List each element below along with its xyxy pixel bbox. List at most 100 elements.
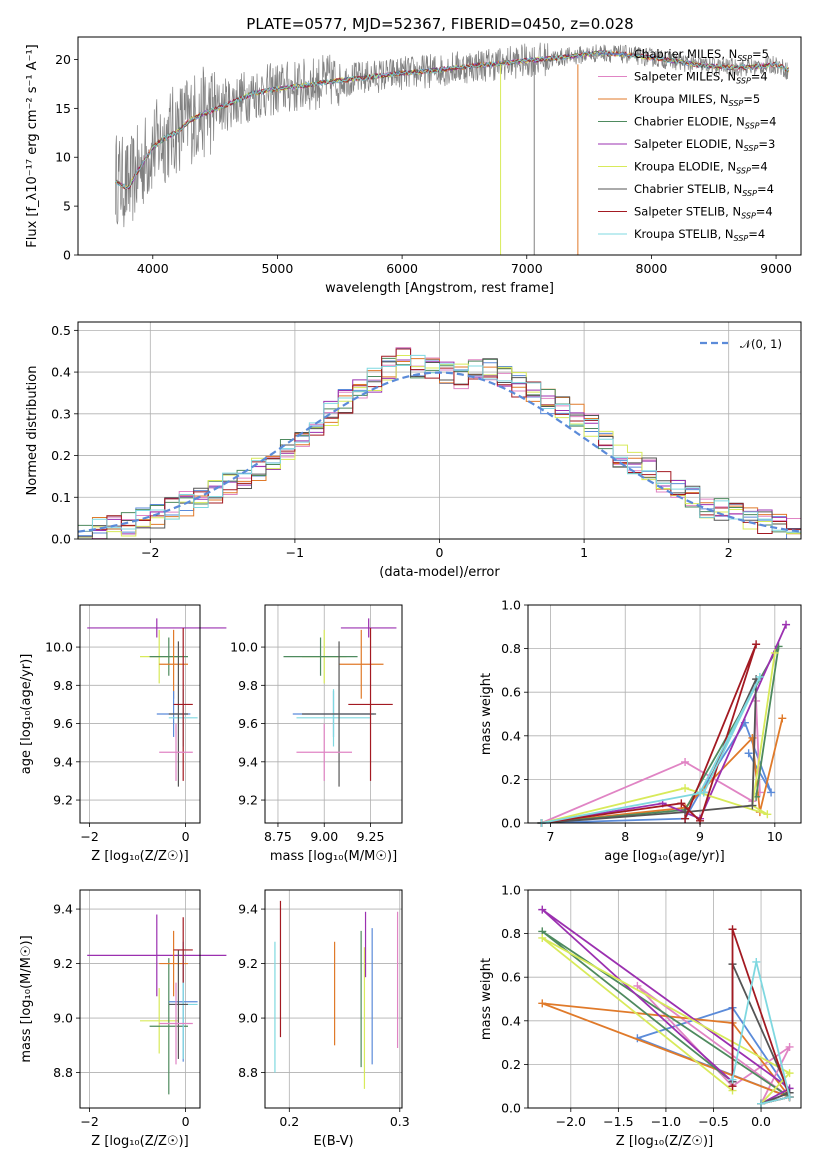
plot-frame bbox=[79, 889, 201, 1109]
y-tick-label: 1.0 bbox=[501, 883, 521, 898]
y-tick-label: 10.0 bbox=[45, 640, 73, 655]
weight-line bbox=[541, 676, 761, 824]
x-tick-label: 9 bbox=[696, 829, 704, 844]
x-tick-label: 7 bbox=[546, 829, 554, 844]
x-axis-label: (data-model)/error bbox=[379, 565, 500, 580]
plus-marker bbox=[785, 1069, 794, 1078]
y-tick-label: 9.4 bbox=[53, 902, 73, 917]
mass-weight-vs-age-panel: 7 8 9 10 0.0 0.2 0.4 0.6 0.8 1.0 age [log₁₀(age/yr… bbox=[479, 598, 802, 864]
x-tick-label: −0.5 bbox=[698, 1114, 728, 1129]
plus-marker bbox=[778, 714, 787, 723]
histogram-panel: −2 −1 0 1 2 0.0 0.1 0.2 0.3 0.4 0.5 (data-model)/er… bbox=[25, 321, 802, 580]
x-tick-label: −1.0 bbox=[651, 1114, 681, 1129]
x-tick-label: −2 bbox=[141, 545, 159, 560]
plus-marker bbox=[748, 801, 757, 810]
y-tick-label: 0.6 bbox=[501, 970, 521, 985]
x-axis-label: Z [log₁₀(Z/Z☉)] bbox=[91, 1134, 188, 1149]
y-tick-label: 5 bbox=[63, 199, 71, 214]
y-axis-label: mass [log₁₀(M/M☉)] bbox=[19, 935, 34, 1062]
spectrum-data-trace bbox=[115, 42, 789, 228]
plus-marker bbox=[744, 749, 753, 758]
legend-label: Salpeter STELIB, NSSP=4 bbox=[634, 205, 773, 221]
y-tick-label: 9.2 bbox=[53, 956, 73, 971]
mass-vs-z-panel: −2 0 8.8 9.0 9.2 9.4 Z [log₁₀(Z/Z☉)] mass [log₁… bbox=[19, 889, 227, 1149]
x-tick-label: −2 bbox=[80, 1114, 98, 1129]
plus-marker bbox=[785, 1093, 794, 1102]
x-tick-label: 10 bbox=[767, 829, 783, 844]
mass-weight-vs-z-panel: −2.0 −1.5 −1.0 −0.5 0.0 0.0 0.2 0.4 0.6 0.8 1.0 Z [… bbox=[479, 883, 802, 1149]
x-tick-label: 4000 bbox=[137, 261, 169, 276]
plus-marker bbox=[728, 1075, 737, 1084]
y-tick-label: 0.2 bbox=[501, 772, 521, 787]
y-tick-label: 0.8 bbox=[501, 641, 521, 656]
figure-title: PLATE=0577, MJD=52367, FIBERID=0450, z=0… bbox=[246, 15, 633, 33]
y-axis-label: mass weight bbox=[479, 673, 494, 755]
normal-curve bbox=[78, 371, 801, 533]
y-tick-label: 0.4 bbox=[501, 728, 521, 743]
plot-frame bbox=[264, 604, 403, 824]
plus-marker bbox=[755, 672, 764, 681]
plus-marker bbox=[538, 999, 547, 1008]
histogram-plot bbox=[78, 347, 801, 539]
x-tick-label: 0 bbox=[182, 1114, 190, 1129]
x-axis-label: Z [log₁₀(Z/Z☉)] bbox=[91, 849, 188, 864]
age-vs-z-panel: −2 0 9.2 9.4 9.6 9.8 10.0 Z [log₁₀(Z/Z☉)] age [l… bbox=[19, 604, 227, 864]
legend-label: Kroupa ELODIE, NSSP=4 bbox=[634, 160, 768, 176]
plus-marker bbox=[770, 648, 779, 657]
plus-marker bbox=[538, 905, 547, 914]
y-tick-label: 10 bbox=[55, 150, 71, 165]
y-tick-label: 20 bbox=[55, 52, 71, 67]
spectrum-legend: Chabrier MILES, NSSP=5 Salpeter MILES, NS… bbox=[598, 47, 776, 243]
y-tick-label: 0.3 bbox=[51, 406, 71, 421]
plus-marker bbox=[681, 814, 690, 823]
legend-label: Salpeter MILES, NSSP=4 bbox=[634, 70, 768, 86]
y-tick-label: 9.2 bbox=[238, 956, 258, 971]
plus-marker bbox=[728, 925, 737, 934]
spectrum-model-line bbox=[115, 49, 789, 190]
x-axis-label: mass [log₁₀(M/M☉)] bbox=[270, 849, 397, 864]
x-tick-label: −2 bbox=[80, 829, 98, 844]
weight-line bbox=[541, 908, 792, 1105]
x-tick-label: 0.2 bbox=[279, 1114, 299, 1129]
mass-vs-ebv-panel: 0.2 0.3 8.8 9.0 9.2 9.4 E(B-V) bbox=[238, 889, 410, 1149]
y-tick-label: 9.8 bbox=[238, 678, 258, 693]
weight-line bbox=[541, 652, 776, 824]
plus-marker bbox=[752, 640, 761, 649]
weight-line bbox=[541, 624, 787, 824]
x-axis-label: Z [log₁₀(Z/Z☉)] bbox=[616, 1134, 713, 1149]
plus-marker bbox=[763, 810, 772, 819]
plot-frame bbox=[527, 604, 802, 824]
weight-line bbox=[541, 720, 772, 824]
legend-label: 𝒩(0, 1) bbox=[740, 337, 782, 351]
y-tick-label: 0.1 bbox=[51, 490, 71, 505]
x-tick-label: 1 bbox=[580, 545, 588, 560]
plot-frame bbox=[79, 604, 201, 824]
age-vs-mass-panel: 8.75 9.00 9.25 9.2 9.4 9.6 9.8 10.0 mass [log₁₀(… bbox=[230, 604, 403, 864]
plot-frame bbox=[77, 36, 802, 256]
weight-line bbox=[541, 937, 792, 1105]
y-tick-label: 0.0 bbox=[51, 532, 71, 547]
legend-label: Chabrier MILES, NSSP=5 bbox=[634, 47, 769, 63]
plus-marker bbox=[696, 788, 705, 797]
plot-frame bbox=[264, 889, 403, 1109]
legend-label: Chabrier STELIB, NSSP=4 bbox=[634, 182, 774, 198]
y-tick-label: 9.4 bbox=[53, 754, 73, 769]
weight-line bbox=[541, 645, 780, 824]
plus-marker bbox=[782, 620, 791, 629]
plus-marker bbox=[681, 784, 690, 793]
y-axis-label: mass weight bbox=[479, 958, 494, 1040]
histogram-step bbox=[78, 354, 801, 539]
y-tick-label: 9.8 bbox=[53, 678, 73, 693]
x-tick-label: 0 bbox=[182, 829, 190, 844]
plot-frame bbox=[527, 889, 802, 1109]
x-tick-label: −1.5 bbox=[603, 1114, 633, 1129]
y-tick-label: 0.0 bbox=[501, 1101, 521, 1116]
x-tick-label: 6000 bbox=[386, 261, 418, 276]
x-axis-label: age [log₁₀(age/yr)] bbox=[604, 849, 725, 864]
y-tick-label: 8.8 bbox=[53, 1065, 73, 1080]
x-tick-label: −2.0 bbox=[556, 1114, 586, 1129]
x-tick-label: 8.75 bbox=[264, 829, 292, 844]
y-tick-label: 9.4 bbox=[238, 902, 258, 917]
y-tick-label: 9.2 bbox=[53, 793, 73, 808]
